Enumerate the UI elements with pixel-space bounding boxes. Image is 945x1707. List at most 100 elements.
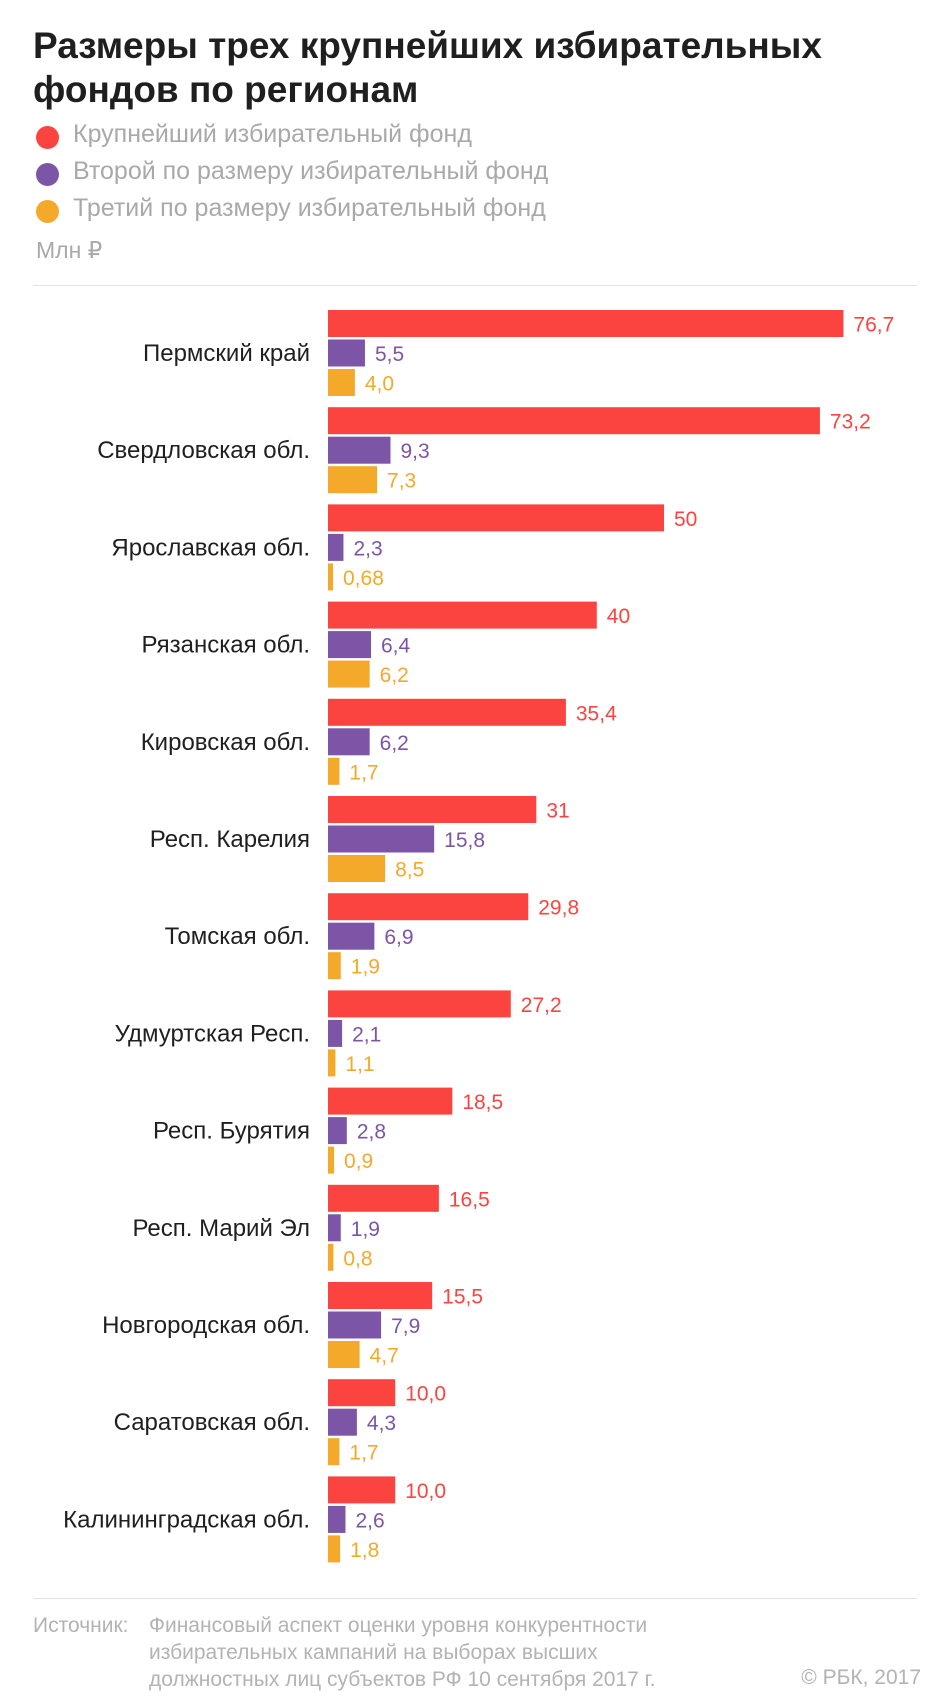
legend-label-largest: Крупнейший избирательный фонд	[73, 120, 472, 148]
value-label-second: 4,3	[367, 1412, 396, 1435]
value-label-second: 5,5	[375, 343, 404, 366]
bar-second	[328, 1117, 347, 1145]
source-text: Финансовый аспект оценки уровня конкурен…	[149, 1614, 656, 1691]
bottom-divider	[33, 1598, 917, 1599]
bar-second	[328, 1019, 343, 1047]
value-label-third: 1,1	[345, 1053, 374, 1076]
value-label-largest: 76,7	[853, 314, 894, 337]
category-label: Пермский край	[143, 340, 310, 367]
value-label-third: 8,5	[395, 859, 424, 882]
bar-chart: Пермский край 76,7 5,5 4,0 Свердловская обл.…	[63, 310, 894, 1563]
value-label-largest: 10,0	[405, 1383, 446, 1406]
bar-second	[328, 533, 344, 561]
value-label-largest: 10,0	[405, 1480, 446, 1503]
value-label-third: 0,8	[343, 1247, 372, 1270]
value-label-second: 6,2	[380, 732, 409, 755]
value-label-largest: 31	[546, 800, 569, 823]
value-label-second: 2,8	[357, 1121, 386, 1144]
value-label-third: 0,9	[344, 1150, 373, 1173]
unit-label: Млн ₽	[36, 237, 103, 263]
value-label-second: 2,1	[352, 1023, 381, 1046]
bar-third	[328, 952, 341, 980]
bar-largest	[328, 1282, 433, 1309]
bar-third	[328, 1535, 341, 1563]
category-label: Рязанская обл.	[141, 632, 310, 659]
bar-largest	[328, 504, 664, 532]
bar-second	[328, 825, 435, 853]
value-label-third: 4,0	[365, 373, 394, 396]
value-label-second: 6,9	[384, 926, 413, 949]
bar-second	[328, 922, 375, 950]
category-label: Удмуртская Респ.	[115, 1020, 310, 1047]
bar-second	[328, 1214, 341, 1242]
bar-largest	[328, 796, 537, 823]
bar-second	[328, 1408, 357, 1436]
bar-largest	[328, 698, 566, 726]
bar-second	[328, 1311, 382, 1339]
value-label-largest: 35,4	[576, 702, 617, 725]
value-label-second: 2,3	[353, 537, 382, 560]
value-label-third: 1,7	[349, 1442, 378, 1465]
value-label-largest: 18,5	[462, 1091, 503, 1114]
category-label: Респ. Бурятия	[153, 1118, 310, 1145]
category-label: Респ. Марий Эл	[132, 1215, 310, 1242]
bar-largest	[328, 310, 844, 337]
bar-second	[328, 339, 365, 367]
value-label-largest: 50	[674, 508, 697, 531]
bar-second	[328, 728, 370, 756]
value-label-largest: 40	[607, 605, 630, 628]
bar-second	[328, 436, 391, 464]
top-divider	[33, 285, 917, 286]
chart-title: Размеры трех крупнейших избирательных фо…	[33, 25, 822, 110]
value-label-third: 4,7	[370, 1345, 399, 1368]
bar-third	[328, 855, 386, 882]
legend-label-second: Второй по размеру избирательный фонд	[73, 157, 549, 185]
value-label-third: 7,3	[387, 470, 416, 493]
bar-third	[328, 1438, 340, 1466]
bar-second	[328, 1505, 346, 1533]
value-label-third: 1,8	[350, 1539, 379, 1562]
bar-largest	[328, 990, 511, 1018]
bar-third	[328, 757, 340, 785]
copyright: © РБК, 2017	[801, 1666, 921, 1689]
bar-largest	[328, 601, 597, 629]
bar-third	[328, 1146, 335, 1174]
value-label-largest: 27,2	[521, 994, 562, 1017]
value-label-second: 1,9	[351, 1218, 380, 1241]
category-label: Томская обл.	[165, 923, 310, 950]
value-label-third: 1,7	[349, 761, 378, 784]
source-label: Источник:	[33, 1614, 129, 1637]
bar-third	[328, 563, 333, 591]
value-label-largest: 29,8	[538, 897, 579, 920]
value-label-second: 15,8	[444, 829, 485, 852]
value-label-largest: 73,2	[830, 411, 871, 434]
value-label-third: 1,9	[351, 956, 380, 979]
bar-largest	[328, 1087, 453, 1115]
category-label: Саратовская обл.	[114, 1409, 310, 1436]
bar-largest	[328, 893, 529, 921]
category-label: Свердловская обл.	[97, 437, 310, 464]
bar-largest	[328, 407, 820, 435]
bar-second	[328, 631, 372, 659]
bar-third	[328, 1049, 336, 1077]
bar-third	[328, 1243, 334, 1271]
category-label: Ярославская обл.	[111, 534, 310, 561]
bar-largest	[328, 1184, 439, 1212]
bar-largest	[328, 1379, 396, 1407]
legend-dot-third	[36, 200, 59, 223]
value-label-second: 6,4	[381, 635, 411, 658]
value-label-third: 6,2	[380, 664, 409, 687]
bar-largest	[328, 1476, 396, 1504]
legend-dot-second	[36, 163, 59, 186]
value-label-largest: 15,5	[442, 1286, 483, 1309]
category-label: Калининградская обл.	[63, 1506, 310, 1533]
category-label: Респ. Карелия	[150, 826, 310, 853]
bar-third	[328, 466, 378, 494]
value-label-largest: 16,5	[449, 1188, 490, 1211]
value-label-second: 9,3	[400, 440, 429, 463]
legend-label-third: Третий по размеру избирательный фонд	[73, 194, 546, 222]
value-label-third: 0,68	[343, 567, 384, 590]
bar-third	[328, 1341, 360, 1368]
category-label: Кировская обл.	[141, 729, 310, 756]
category-label: Новгородская обл.	[102, 1312, 310, 1339]
